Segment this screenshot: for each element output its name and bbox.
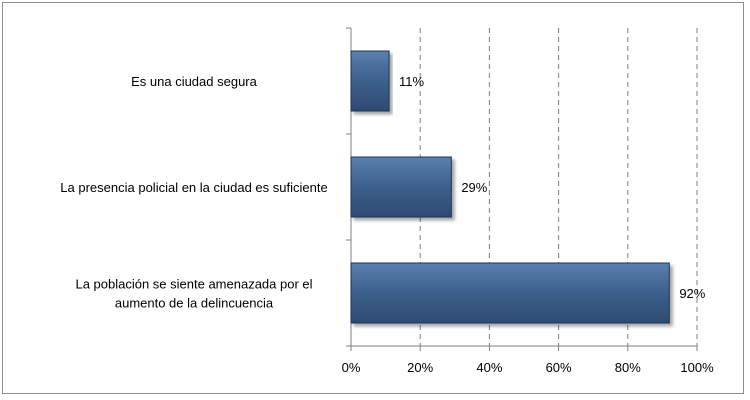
x-tick-label: 40%	[476, 360, 502, 375]
data-label: 11%	[399, 74, 424, 89]
category-label-line: La población se siente amenazada por el	[75, 277, 312, 292]
x-tick-label: 20%	[407, 360, 433, 375]
data-label: 29%	[461, 180, 487, 195]
x-tick-label: 60%	[546, 360, 572, 375]
bar	[350, 156, 452, 218]
bar	[350, 50, 390, 112]
x-tick-label: 80%	[615, 360, 641, 375]
category-label: La presencia policial en la ciudad es su…	[60, 180, 327, 195]
category-label-line: Es una ciudad segura	[131, 74, 258, 89]
bar	[350, 262, 670, 324]
category-label: La población se siente amenazada por el a…	[75, 277, 312, 311]
category-label-line: aumento de la delincuencia	[115, 296, 274, 311]
category-label-line: La presencia policial en la ciudad es su…	[60, 180, 327, 195]
category-label: Es una ciudad segura	[131, 74, 258, 89]
data-label: 92%	[679, 286, 705, 301]
x-tick-label: 100%	[680, 360, 714, 375]
x-tick-label: 0%	[342, 360, 361, 375]
